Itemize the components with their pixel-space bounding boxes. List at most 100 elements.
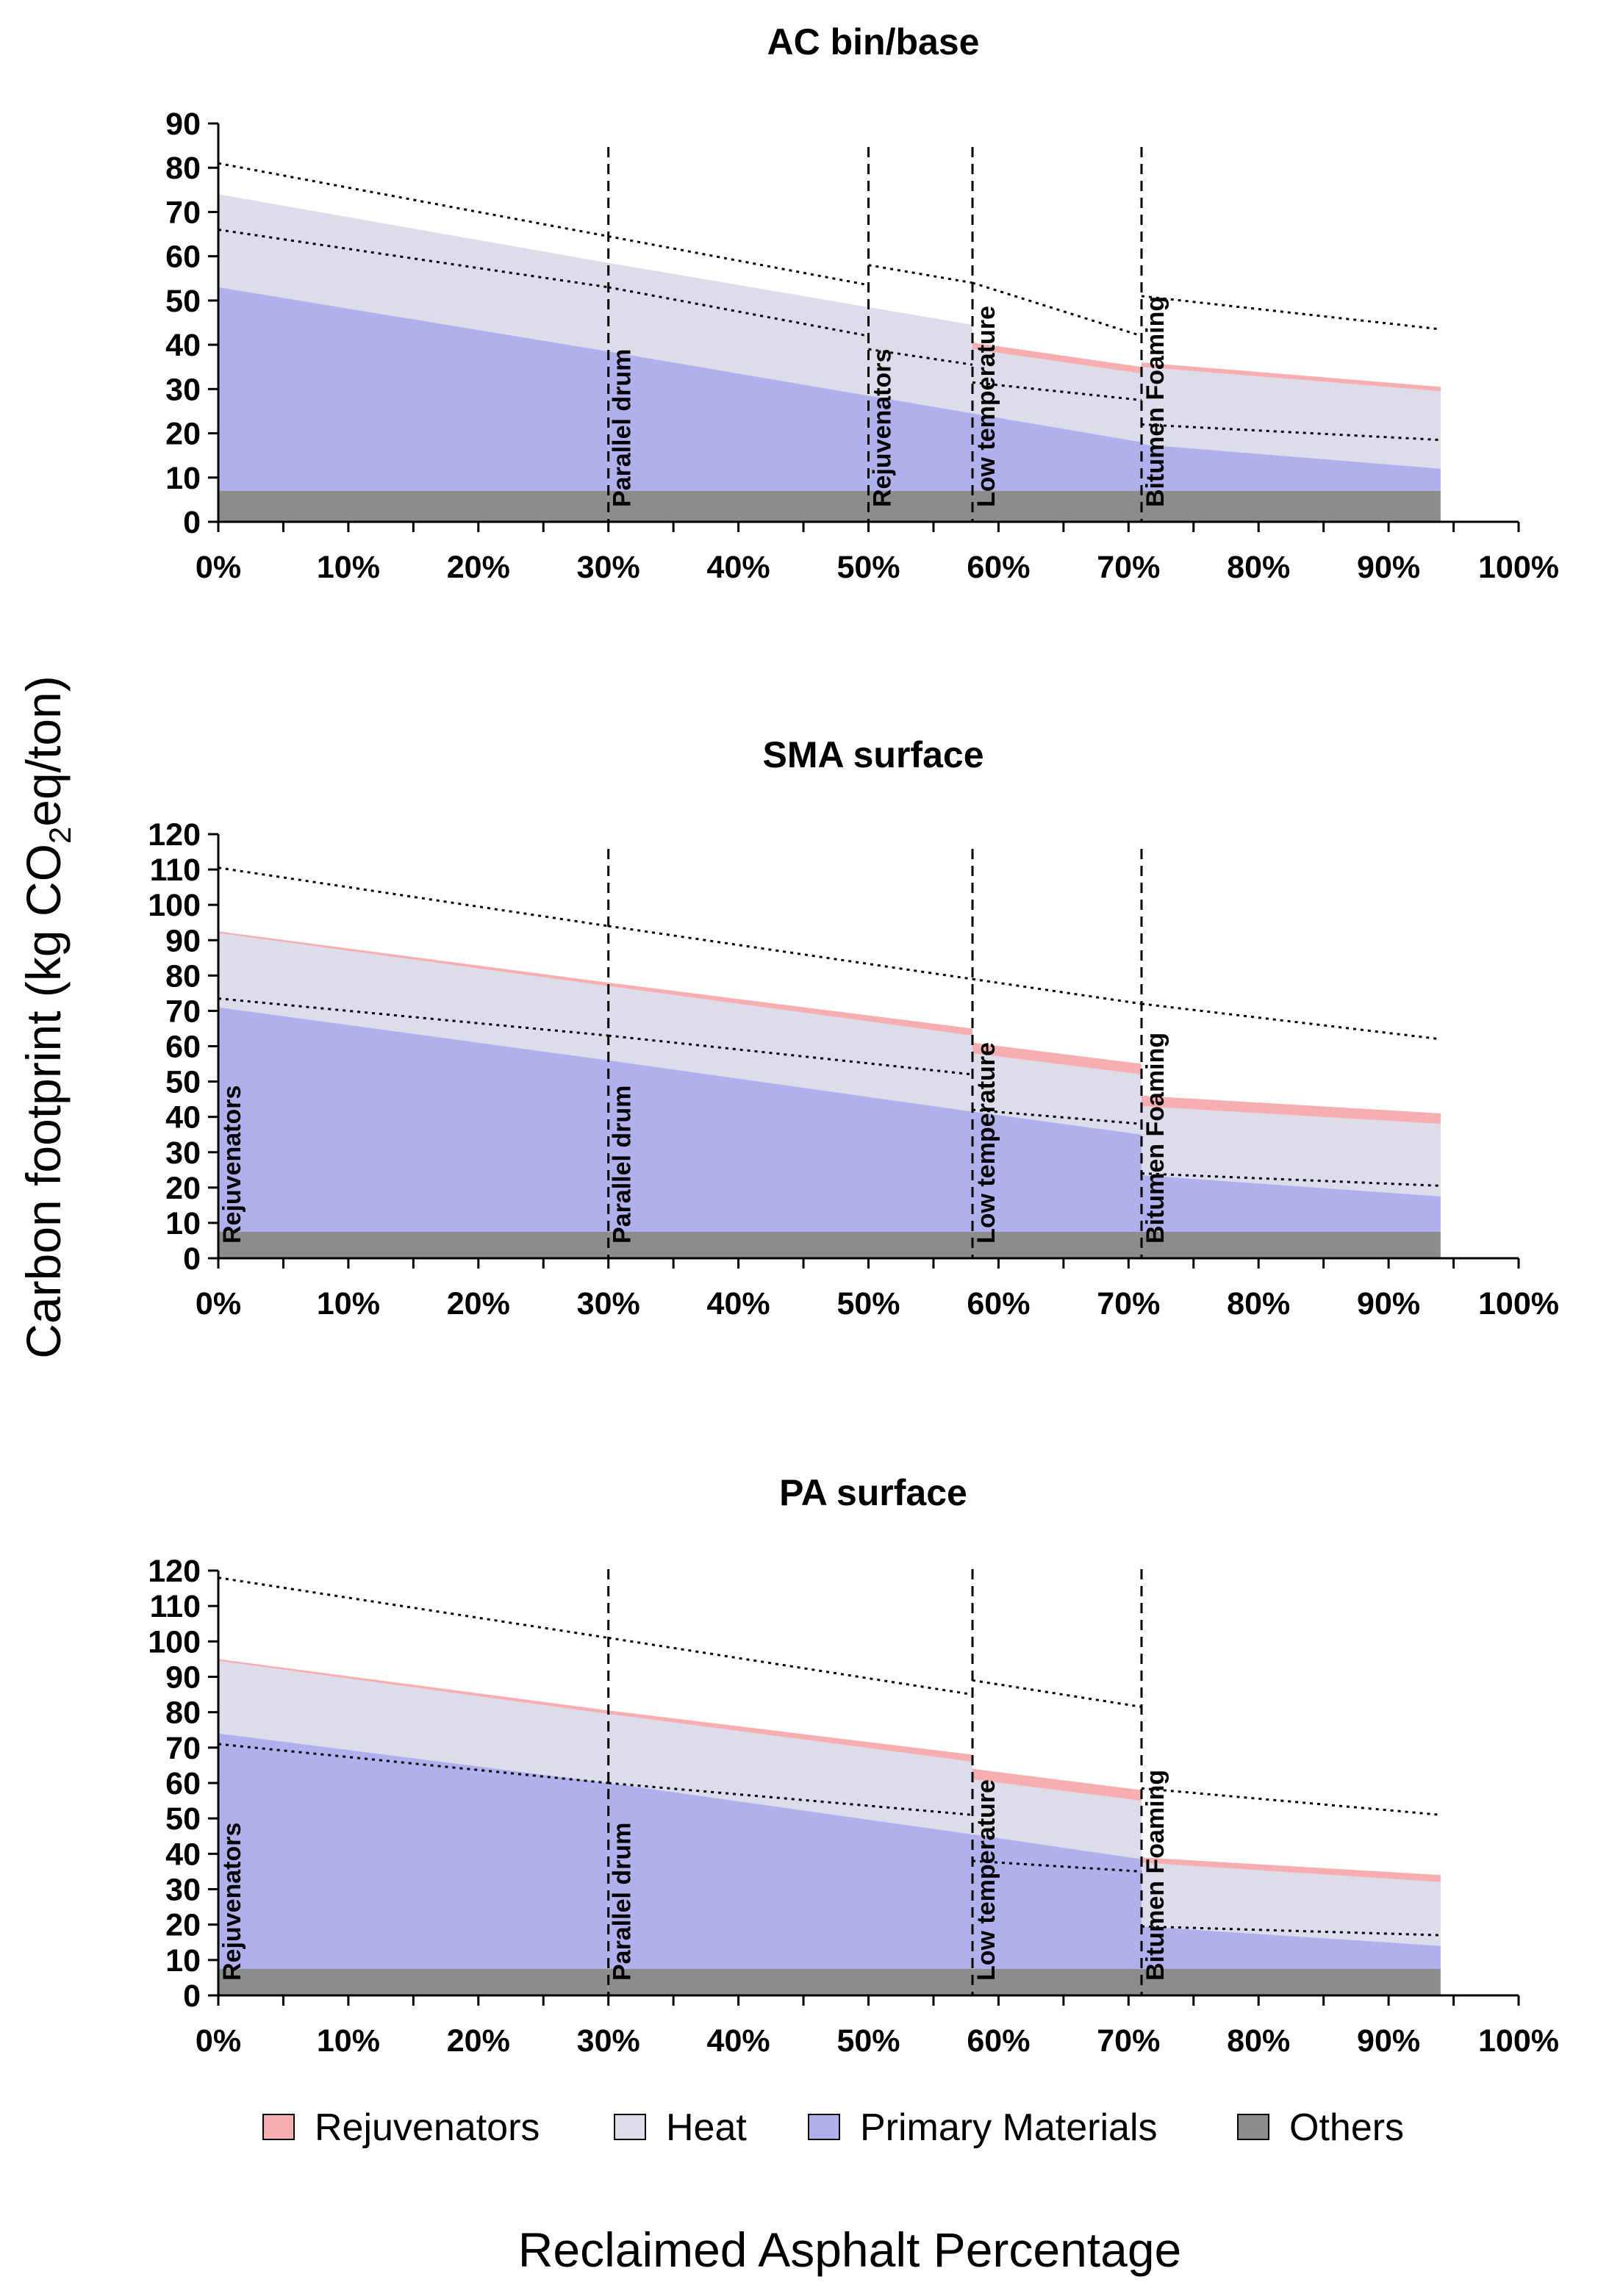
area-heat-segment-3 bbox=[972, 349, 1142, 442]
y-tick-label: 30 bbox=[165, 1873, 201, 1908]
dotted-line-6 bbox=[972, 1859, 1142, 1873]
y-axis-label-main: Carbon footprint (kg CO bbox=[16, 844, 71, 1359]
y-tick-label: 50 bbox=[165, 284, 201, 319]
area-primary-segment-4 bbox=[1141, 444, 1441, 491]
panel-title: AC bin/base bbox=[767, 21, 980, 62]
area-rejuvenators-segment-3 bbox=[1141, 1095, 1441, 1124]
technology-label-2: Low temperature bbox=[972, 306, 1000, 507]
dotted-line-2 bbox=[868, 264, 973, 284]
x-tick-label: 30% bbox=[577, 1286, 640, 1321]
y-tick-label: 90 bbox=[165, 107, 201, 142]
y-tick-label: 20 bbox=[165, 417, 201, 452]
y-tick-label: 70 bbox=[165, 1731, 201, 1766]
x-tick-label: 100% bbox=[1478, 550, 1559, 585]
dotted-line-4 bbox=[1141, 295, 1441, 331]
technology-label-0: Parallel drum bbox=[609, 349, 637, 507]
area-others-segment-1 bbox=[608, 1968, 973, 1995]
x-tick-label: 80% bbox=[1227, 550, 1290, 585]
x-tick-label: 40% bbox=[707, 1286, 770, 1321]
plot-area: Rejuvenators Parallel drum Low temperature… bbox=[148, 817, 1559, 1321]
x-tick-label: 30% bbox=[577, 550, 640, 585]
area-others-segment-2 bbox=[972, 1968, 1142, 1995]
legend-label-rejuvenators: Rejuvenators bbox=[315, 2106, 540, 2149]
legend-swatch-others bbox=[1237, 2114, 1269, 2140]
area-heat-segment-1 bbox=[608, 262, 869, 396]
y-tick-label: 10 bbox=[165, 1943, 201, 1978]
x-tick-label: 10% bbox=[317, 550, 380, 585]
dotted-line-1 bbox=[608, 1637, 973, 1696]
technology-label-0: Rejuvenators bbox=[218, 1086, 246, 1244]
x-tick-label: 90% bbox=[1357, 550, 1420, 585]
area-heat-segment-4 bbox=[1141, 367, 1441, 469]
x-tick-label: 20% bbox=[447, 550, 510, 585]
technology-label-0: Rejuvenators bbox=[218, 1823, 246, 1981]
technology-label-3: Bitumen Foaming bbox=[1142, 296, 1169, 507]
x-tick-label: 80% bbox=[1227, 2023, 1290, 2059]
area-rejuvenators-segment-1 bbox=[608, 1710, 973, 1762]
area-heat-segment-1 bbox=[608, 986, 973, 1112]
area-primary-segment-3 bbox=[1141, 1175, 1441, 1232]
area-heat-segment-1 bbox=[608, 1714, 973, 1834]
area-heat-segment-3 bbox=[1141, 1106, 1441, 1197]
y-tick-label: 10 bbox=[165, 461, 201, 496]
y-tick-label: 100 bbox=[148, 1624, 201, 1660]
dotted-line-7 bbox=[1141, 1172, 1441, 1187]
y-tick-label: 100 bbox=[148, 888, 201, 923]
y-axis-label: Carbon footprint (kg CO2eq/ton) bbox=[16, 675, 77, 1358]
y-tick-label: 20 bbox=[165, 1908, 201, 1943]
dotted-line-1 bbox=[608, 925, 973, 980]
area-primary-segment-3 bbox=[1141, 1926, 1441, 1969]
y-axis-label-tail: eq/ton) bbox=[16, 675, 71, 826]
dotted-line-0 bbox=[218, 867, 609, 928]
area-others-segment-0 bbox=[218, 1231, 609, 1258]
technology-label-2: Low temperature bbox=[972, 1042, 1000, 1244]
area-heat-segment-0 bbox=[218, 933, 609, 1061]
area-primary-segment-1 bbox=[608, 1060, 973, 1232]
y-tick-label: 70 bbox=[165, 994, 201, 1029]
y-tick-label: 40 bbox=[165, 328, 201, 363]
x-tick-label: 100% bbox=[1478, 2023, 1559, 2059]
x-tick-label: 0% bbox=[196, 1286, 241, 1321]
area-others-segment-3 bbox=[972, 490, 1142, 522]
area-others-segment-2 bbox=[972, 1231, 1142, 1258]
plot-area: Rejuvenators Parallel drum Low temperature… bbox=[148, 1554, 1559, 2059]
x-tick-label: 90% bbox=[1357, 1286, 1420, 1321]
x-tick-label: 10% bbox=[317, 1286, 380, 1321]
legend-label-heat: Heat bbox=[666, 2106, 747, 2149]
panel-title: PA surface bbox=[779, 1472, 967, 1513]
dotted-line-0 bbox=[218, 1576, 609, 1639]
dotted-line-7 bbox=[1141, 1925, 1441, 1937]
legend-label-others: Others bbox=[1289, 2106, 1404, 2149]
x-tick-label: 70% bbox=[1097, 1286, 1160, 1321]
area-primary-segment-0 bbox=[218, 1733, 609, 1969]
x-tick-label: 50% bbox=[836, 2023, 900, 2059]
area-others-segment-4 bbox=[1141, 490, 1441, 522]
x-tick-label: 90% bbox=[1357, 2023, 1420, 2059]
y-tick-label: 50 bbox=[165, 1801, 201, 1837]
area-rejuvenators-segment-0 bbox=[218, 931, 609, 986]
area-primary-segment-0 bbox=[218, 1007, 609, 1232]
x-tick-label: 70% bbox=[1097, 550, 1160, 585]
area-primary-segment-1 bbox=[608, 1783, 973, 1969]
x-tick-label: 100% bbox=[1478, 1286, 1559, 1321]
dotted-line-9 bbox=[1141, 423, 1441, 442]
legend-swatch-primary-materials bbox=[808, 2114, 840, 2140]
technology-label-1: Parallel drum bbox=[609, 1823, 637, 1981]
y-tick-label: 110 bbox=[150, 1589, 201, 1624]
x-tick-label: 60% bbox=[967, 2023, 1030, 2059]
dotted-line-3 bbox=[1141, 1787, 1441, 1816]
panel-ac-bin-base: AC bin/base Parallel drum Rejuvenators Low… bbox=[165, 21, 1559, 585]
x-tick-label: 40% bbox=[707, 550, 770, 585]
area-primary-segment-2 bbox=[868, 395, 973, 491]
legend-swatch-rejuvenators bbox=[262, 2114, 295, 2140]
area-primary-segment-3 bbox=[972, 413, 1142, 491]
y-tick-label: 70 bbox=[165, 195, 201, 230]
x-axis-label: Reclaimed Asphalt Percentage bbox=[518, 2223, 1182, 2277]
area-rejuvenators-segment-3 bbox=[972, 342, 1142, 374]
area-heat-segment-0 bbox=[218, 194, 609, 352]
area-primary-segment-2 bbox=[972, 1111, 1142, 1232]
x-tick-label: 50% bbox=[836, 550, 900, 585]
area-others-segment-1 bbox=[608, 490, 869, 522]
y-tick-label: 0 bbox=[183, 505, 201, 540]
area-rejuvenators-segment-2 bbox=[972, 1768, 1142, 1801]
